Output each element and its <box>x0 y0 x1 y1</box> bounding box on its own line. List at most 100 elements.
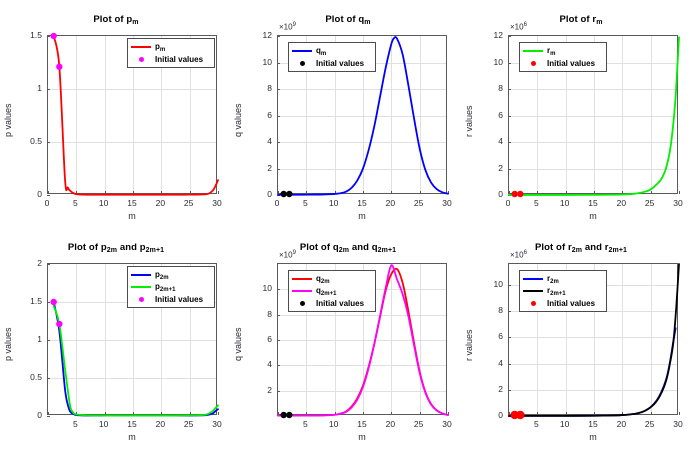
plot-r-m-exponent-label: ×106 <box>510 22 527 32</box>
y-tick-mark <box>277 365 280 366</box>
y-tick-label: 4 <box>498 136 503 146</box>
y-tick-mark <box>508 416 511 417</box>
plot-r-2m-axes: r2m r2m+1 Initial values <box>508 263 680 420</box>
x-tick-mark <box>622 191 623 194</box>
y-tick-mark <box>277 315 280 316</box>
y-tick-label: 10 <box>262 283 272 294</box>
y-tick-label: 6 <box>498 331 503 342</box>
x-tick-mark <box>566 412 567 415</box>
x-tick-label: 15 <box>357 419 367 429</box>
x-tick-label: 30 <box>673 419 683 429</box>
y-tick-mark <box>508 311 511 312</box>
legend-dot-swatch <box>292 60 312 66</box>
plot-q-2m-legend[interactable]: q2m q2m+1 Initial values <box>288 270 376 312</box>
plot-p-2m-axes: p2m p2m+1 Initial values <box>47 263 219 417</box>
y-tick-mark <box>277 89 280 90</box>
gridline-horizontal <box>278 315 446 316</box>
gridline-vertical <box>420 36 421 193</box>
plot-r-m-ylabel: r values <box>464 104 474 137</box>
initial-value-marker <box>56 320 63 328</box>
x-tick-label: 20 <box>616 198 627 208</box>
y-tick-label: 10 <box>262 56 272 67</box>
y-tick-mark <box>47 378 50 379</box>
y-tick-mark <box>277 391 280 392</box>
plot-q-m-legend[interactable]: qm Initial values <box>288 42 376 72</box>
gridline-vertical <box>105 264 106 414</box>
plot-r-2m-xlabel: m <box>589 432 597 442</box>
x-tick-label: 20 <box>616 419 627 429</box>
x-tick-label: 5 <box>533 198 539 208</box>
x-tick-mark <box>509 412 510 415</box>
x-tick-mark <box>190 412 191 415</box>
legend-entry: q2m+1 <box>292 285 371 297</box>
y-tick-mark <box>508 195 511 196</box>
legend-entry: Initial values <box>131 53 210 65</box>
plot-q-m-xlabel: m <box>358 211 366 221</box>
plot-r-m-legend[interactable]: rm Initial values <box>519 42 607 72</box>
plot-p-2m-ylabel: p values <box>3 327 13 361</box>
x-tick-label: 10 <box>559 419 570 429</box>
legend-line-swatch <box>292 278 312 280</box>
gridline-vertical <box>622 36 623 193</box>
x-tick-mark <box>161 191 162 194</box>
x-tick-label: 30 <box>673 198 683 208</box>
x-tick-mark <box>391 412 392 415</box>
gridline-horizontal <box>509 169 677 170</box>
plot-p-m-ylabel: p values <box>3 102 13 137</box>
legend-label: pm <box>155 41 166 53</box>
legend-label: Initial values <box>547 298 596 308</box>
y-tick-label: 10 <box>493 278 503 289</box>
initial-value-marker <box>511 190 518 198</box>
gridline-vertical <box>391 36 392 193</box>
legend-entry: p2m+1 <box>131 281 210 293</box>
legend-entry: Initial values <box>131 293 210 305</box>
legend-label: r2m+1 <box>547 285 566 297</box>
x-tick-label: 10 <box>559 198 570 208</box>
plot-p-2m-legend[interactable]: p2m p2m+1 Initial values <box>127 266 215 308</box>
x-tick-label: 10 <box>328 419 339 429</box>
initial-value-marker <box>50 298 57 306</box>
x-tick-mark <box>76 191 77 194</box>
x-tick-label: 20 <box>385 419 396 429</box>
gridline-horizontal <box>509 337 677 338</box>
y-tick-mark <box>47 142 50 143</box>
gridline-vertical <box>420 264 421 414</box>
legend-dot-swatch <box>523 60 543 66</box>
gridline-vertical <box>651 36 652 193</box>
x-tick-label: 10 <box>328 198 339 208</box>
plot-r-m-title: Plot of rm <box>559 14 603 26</box>
x-tick-mark <box>48 412 49 415</box>
y-tick-mark <box>508 337 511 338</box>
gridline-vertical <box>391 264 392 414</box>
plot-q-2m-exponent-label: ×109 <box>279 250 296 260</box>
plot-r-2m-legend[interactable]: r2m r2m+1 Initial values <box>519 270 607 312</box>
plot-q-m-axes: qm Initial values <box>277 35 449 198</box>
y-tick-label: 8 <box>267 83 272 93</box>
plot-p-2m-xlabel: m <box>128 432 136 442</box>
legend-entry: r2m+1 <box>523 285 602 297</box>
initial-value-marker <box>517 190 524 198</box>
gridline-horizontal <box>278 169 446 170</box>
gridline-horizontal <box>48 340 216 341</box>
x-tick-mark <box>161 412 162 415</box>
x-tick-label: 15 <box>127 419 137 429</box>
legend-dot-swatch <box>131 56 151 62</box>
plot-q-m-exponent-label: ×109 <box>279 22 296 32</box>
y-tick-label: 0.5 <box>30 136 42 146</box>
gridline-horizontal <box>509 364 677 365</box>
plot-p-m-legend[interactable]: pm Initial values <box>127 38 215 68</box>
y-tick-mark <box>47 264 50 265</box>
gridline-vertical <box>76 36 77 193</box>
y-tick-mark <box>47 195 50 196</box>
y-tick-mark <box>47 416 50 417</box>
series-line <box>52 304 219 417</box>
legend-label: Initial values <box>155 294 204 304</box>
y-tick-mark <box>508 285 511 286</box>
gridline-horizontal <box>509 390 677 391</box>
x-tick-label: 0 <box>505 198 511 208</box>
gridline-vertical <box>622 264 623 414</box>
y-tick-label: 6 <box>267 109 272 120</box>
y-tick-label: 1 <box>37 334 42 344</box>
y-tick-label: 4 <box>498 357 503 368</box>
